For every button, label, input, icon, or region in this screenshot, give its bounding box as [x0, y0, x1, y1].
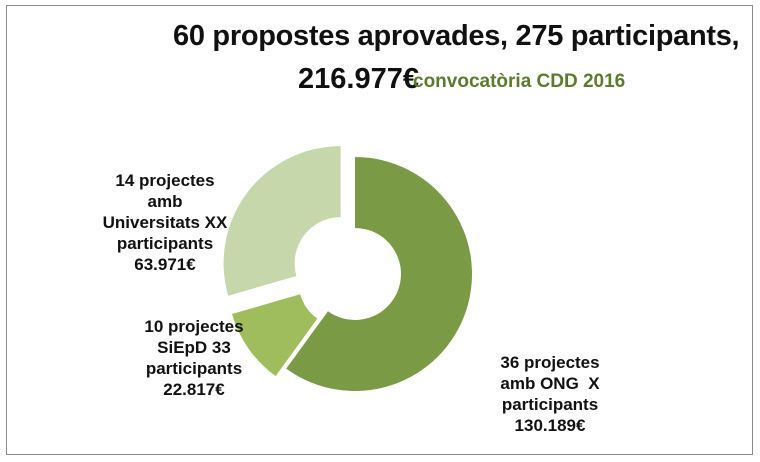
slice-ong — [286, 157, 473, 391]
label-siepd-line: participants — [145, 359, 243, 378]
label-ong-line: amb ONG X — [500, 374, 600, 393]
slice-siepd — [231, 294, 318, 377]
chart-title-line1: 60 propostes aprovades, 275 participants… — [173, 20, 740, 52]
label-universitats-line: 63.971€ — [134, 255, 196, 274]
label-ong-line: 36 projectes — [500, 353, 600, 372]
chart-title-line2: 216.977€ — [298, 63, 419, 95]
slice-universitats — [223, 146, 341, 296]
label-ong-line: 130.189€ — [514, 416, 586, 435]
label-universitats-line: amb — [147, 192, 183, 211]
label-universitats-line: participants — [116, 234, 214, 253]
label-universitats-line: 14 projectes — [115, 171, 215, 190]
chart-subtitle: convocatòria CDD 2016 — [413, 71, 626, 92]
label-siepd-line: 22.817€ — [163, 380, 225, 399]
label-universitats-line: Universitats XX — [102, 213, 228, 232]
label-siepd: 10 projectes SiEpD 33 participants 22.81… — [124, 316, 264, 400]
label-siepd-line: SiEpD 33 — [157, 338, 231, 357]
label-ong: 36 projectes amb ONG X participants 130.… — [480, 352, 620, 436]
label-siepd-line: 10 projectes — [144, 317, 244, 336]
label-ong-line: participants — [501, 395, 599, 414]
label-universitats: 14 projectes amb Universitats XX partici… — [90, 170, 240, 275]
